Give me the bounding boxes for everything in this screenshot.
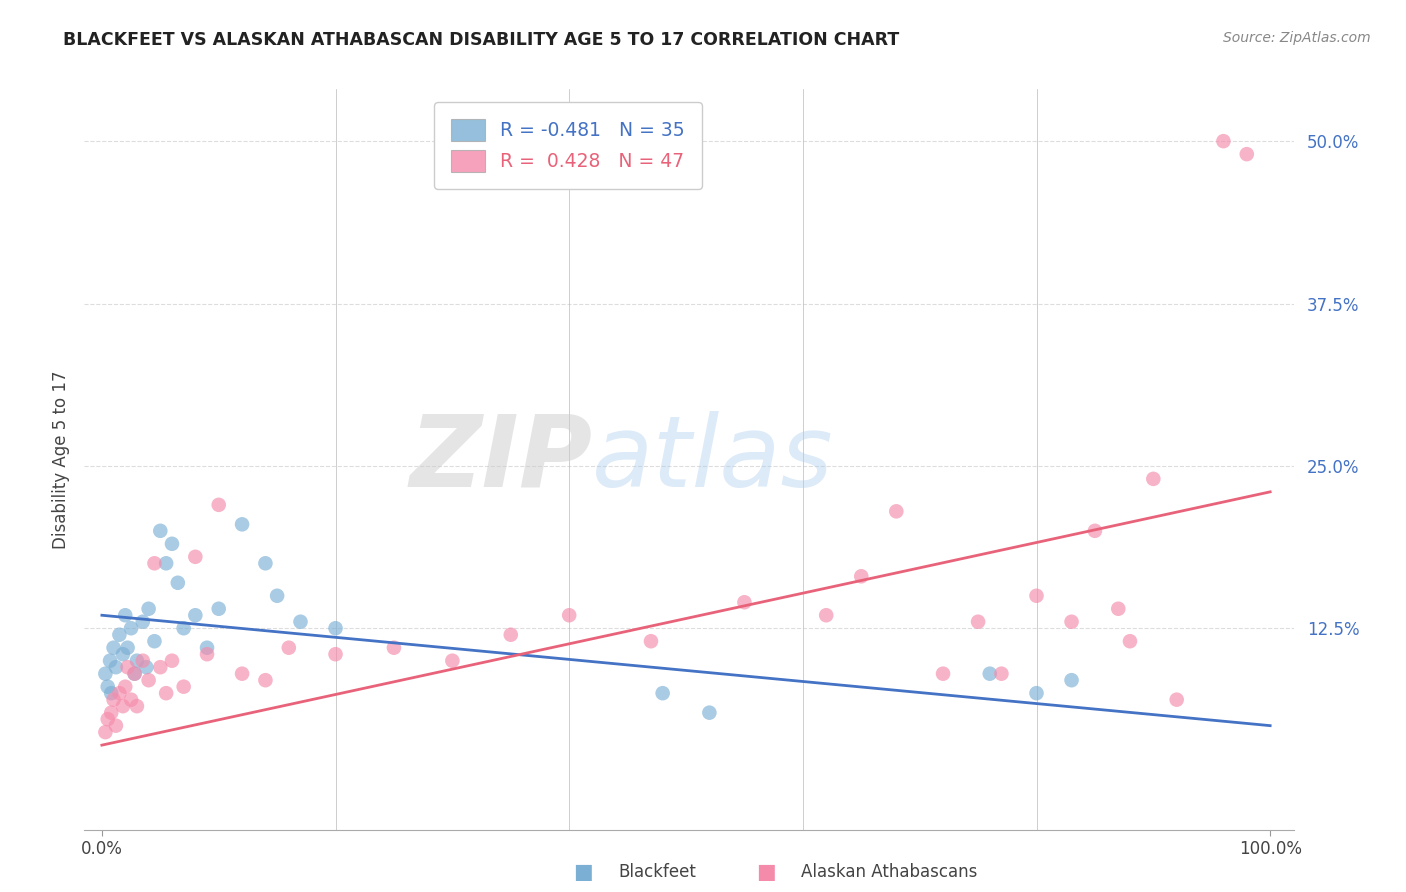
Point	[208, 498, 231, 512]
Point	[1025, 589, 1047, 603]
Point	[1084, 524, 1107, 538]
Point	[120, 621, 142, 635]
Point	[184, 549, 207, 564]
Point	[138, 601, 160, 615]
Point	[979, 666, 1001, 681]
Point	[733, 595, 755, 609]
Point	[124, 666, 146, 681]
Point	[94, 666, 117, 681]
Point	[143, 556, 166, 570]
Point	[111, 699, 134, 714]
Point	[160, 654, 183, 668]
Point	[184, 608, 207, 623]
Y-axis label: Disability Age 5 to 17: Disability Age 5 to 17	[52, 370, 70, 549]
Point	[149, 524, 172, 538]
Point	[173, 680, 195, 694]
Point	[160, 537, 183, 551]
Point	[851, 569, 873, 583]
Point	[640, 634, 662, 648]
Point	[103, 640, 125, 655]
Point	[143, 634, 166, 648]
Point	[125, 654, 148, 668]
Point	[1107, 601, 1129, 615]
Point	[98, 654, 121, 668]
Text: ■: ■	[756, 863, 776, 882]
Point	[558, 608, 581, 623]
Text: Alaskan Athabascans: Alaskan Athabascans	[801, 863, 977, 881]
Point	[195, 647, 218, 661]
Point	[195, 640, 218, 655]
Point	[114, 680, 136, 694]
Point	[277, 640, 299, 655]
Point	[266, 589, 288, 603]
Point	[103, 692, 125, 706]
Point	[231, 517, 253, 532]
Text: BLACKFEET VS ALASKAN ATHABASCAN DISABILITY AGE 5 TO 17 CORRELATION CHART: BLACKFEET VS ALASKAN ATHABASCAN DISABILI…	[63, 31, 900, 49]
Point	[104, 660, 127, 674]
Point	[155, 686, 177, 700]
Point	[124, 666, 146, 681]
Point	[1025, 686, 1047, 700]
Point	[382, 640, 405, 655]
Point	[932, 666, 955, 681]
Point	[97, 680, 120, 694]
Text: atlas: atlas	[592, 411, 834, 508]
Point	[135, 660, 157, 674]
Point	[231, 666, 253, 681]
Point	[254, 556, 277, 570]
Point	[1236, 147, 1258, 161]
Point	[441, 654, 464, 668]
Text: ZIP: ZIP	[409, 411, 592, 508]
Point	[125, 699, 148, 714]
Point	[1166, 692, 1188, 706]
Point	[104, 719, 127, 733]
Point	[1212, 134, 1234, 148]
Point	[990, 666, 1012, 681]
Text: Source: ZipAtlas.com: Source: ZipAtlas.com	[1223, 31, 1371, 45]
Point	[254, 673, 277, 688]
Point	[651, 686, 673, 700]
Legend: R = -0.481   N = 35, R =  0.428   N = 47: R = -0.481 N = 35, R = 0.428 N = 47	[434, 103, 702, 189]
Point	[97, 712, 120, 726]
Point	[100, 706, 122, 720]
Point	[111, 647, 134, 661]
Point	[108, 628, 131, 642]
Point	[117, 660, 139, 674]
Point	[1142, 472, 1164, 486]
Point	[699, 706, 721, 720]
Point	[173, 621, 195, 635]
Text: Blackfeet: Blackfeet	[619, 863, 696, 881]
Point	[208, 601, 231, 615]
Point	[815, 608, 838, 623]
Point	[1060, 615, 1083, 629]
Point	[138, 673, 160, 688]
Point	[325, 621, 347, 635]
Point	[120, 692, 142, 706]
Point	[290, 615, 312, 629]
Point	[1060, 673, 1083, 688]
Point	[132, 615, 155, 629]
Point	[155, 556, 177, 570]
Point	[100, 686, 122, 700]
Text: ■: ■	[574, 863, 593, 882]
Point	[499, 628, 522, 642]
Point	[94, 725, 117, 739]
Point	[132, 654, 155, 668]
Point	[108, 686, 131, 700]
Point	[149, 660, 172, 674]
Point	[967, 615, 990, 629]
Point	[166, 575, 188, 590]
Point	[884, 504, 907, 518]
Point	[325, 647, 347, 661]
Point	[117, 640, 139, 655]
Point	[1119, 634, 1142, 648]
Point	[114, 608, 136, 623]
